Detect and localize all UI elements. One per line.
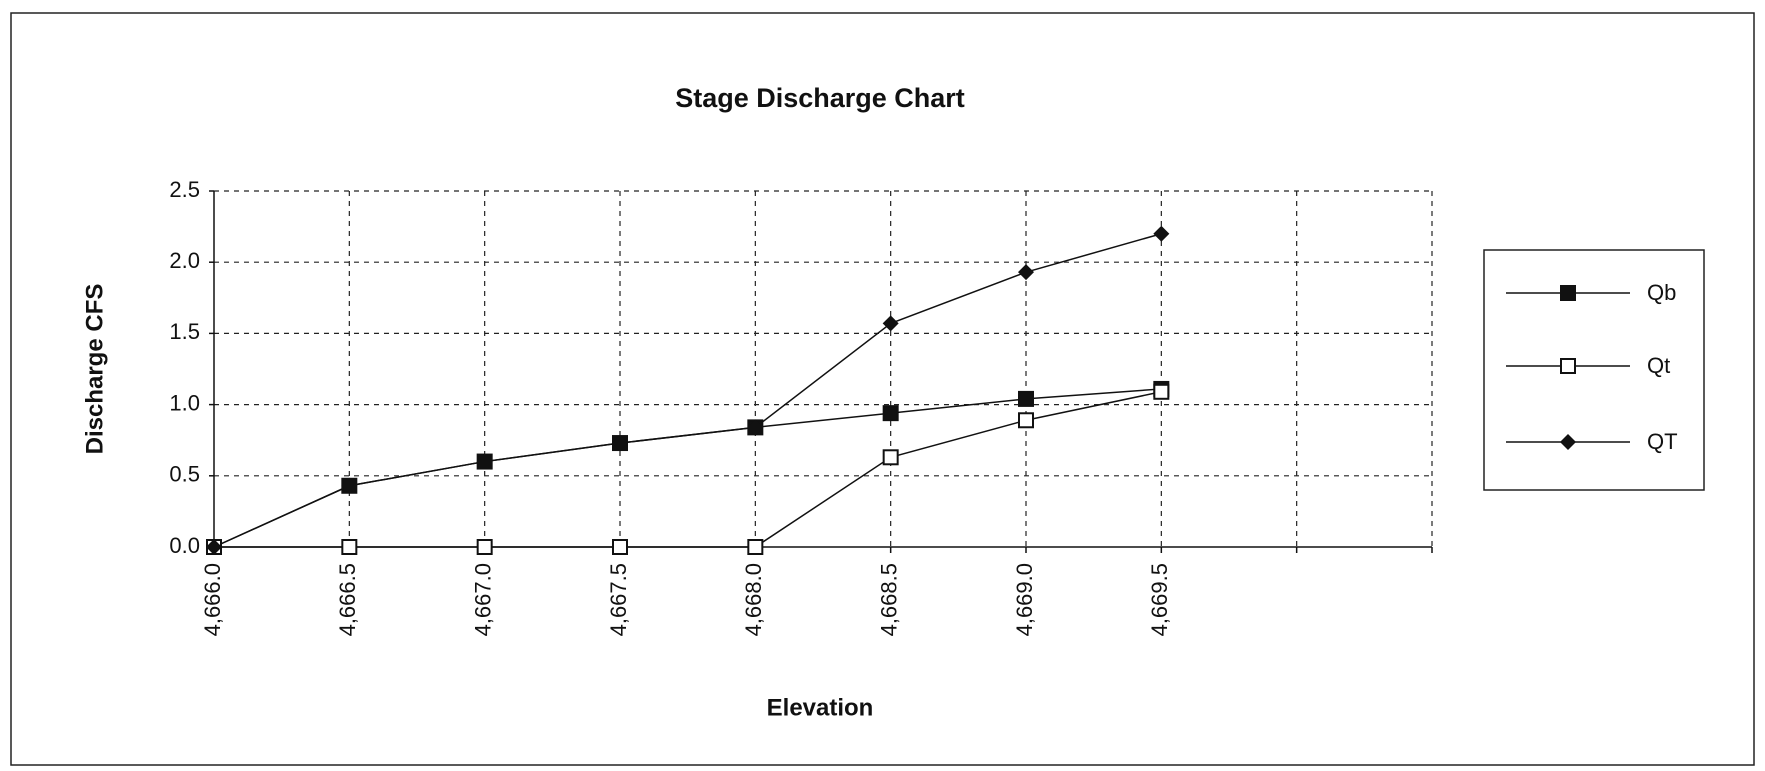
data-point [476,453,493,470]
data-point [1018,412,1034,429]
y-tick-label: 0.5 [169,462,200,487]
legend-label: Qt [1647,353,1670,378]
data-point [1018,390,1034,407]
data-point [1018,264,1034,281]
y-tick-label: 1.0 [169,390,200,415]
y-tick-label: 1.5 [169,319,200,344]
legend-label: Qb [1647,280,1676,305]
x-tick-label: 4,666.0 [200,563,225,636]
legend-marker [1560,358,1576,374]
legend-marker [1560,285,1576,301]
data-point [1153,383,1170,400]
x-tick-label: 4,669.0 [1012,563,1037,636]
data-point [882,315,899,332]
data-point [206,539,222,555]
legend-box [1483,249,1705,491]
chart-border [10,12,1755,766]
legend-marker [1560,434,1576,450]
data-point [476,539,493,555]
x-tick-label: 4,667.5 [606,563,631,636]
x-tick-label: 4,669.5 [1147,563,1172,636]
x-tick-label: 4,667.0 [470,563,495,636]
y-tick-label: 2.0 [169,248,200,273]
data-point [612,539,628,555]
data-point [747,419,764,436]
x-tick-label: 4,668.5 [876,563,901,636]
series-line [214,391,1162,548]
legend-label: QT [1647,429,1678,454]
data-point [612,435,628,452]
series-line [213,232,1162,548]
x-tick-label: 4,666.5 [335,563,360,636]
y-tick-label: 0.0 [169,533,200,558]
data-point [1153,225,1170,242]
chart-title: Stage Discharge Chart [675,83,965,113]
x-axis-label: Elevation [767,694,874,721]
data-point [882,405,899,422]
data-point [747,539,764,555]
data-point [341,477,358,494]
y-tick-label: 2.5 [169,177,200,202]
y-axis-label: Discharge CFS [81,284,108,455]
data-point [341,539,358,555]
data-point [882,449,899,466]
x-tick-label: 4,668.0 [741,563,766,636]
